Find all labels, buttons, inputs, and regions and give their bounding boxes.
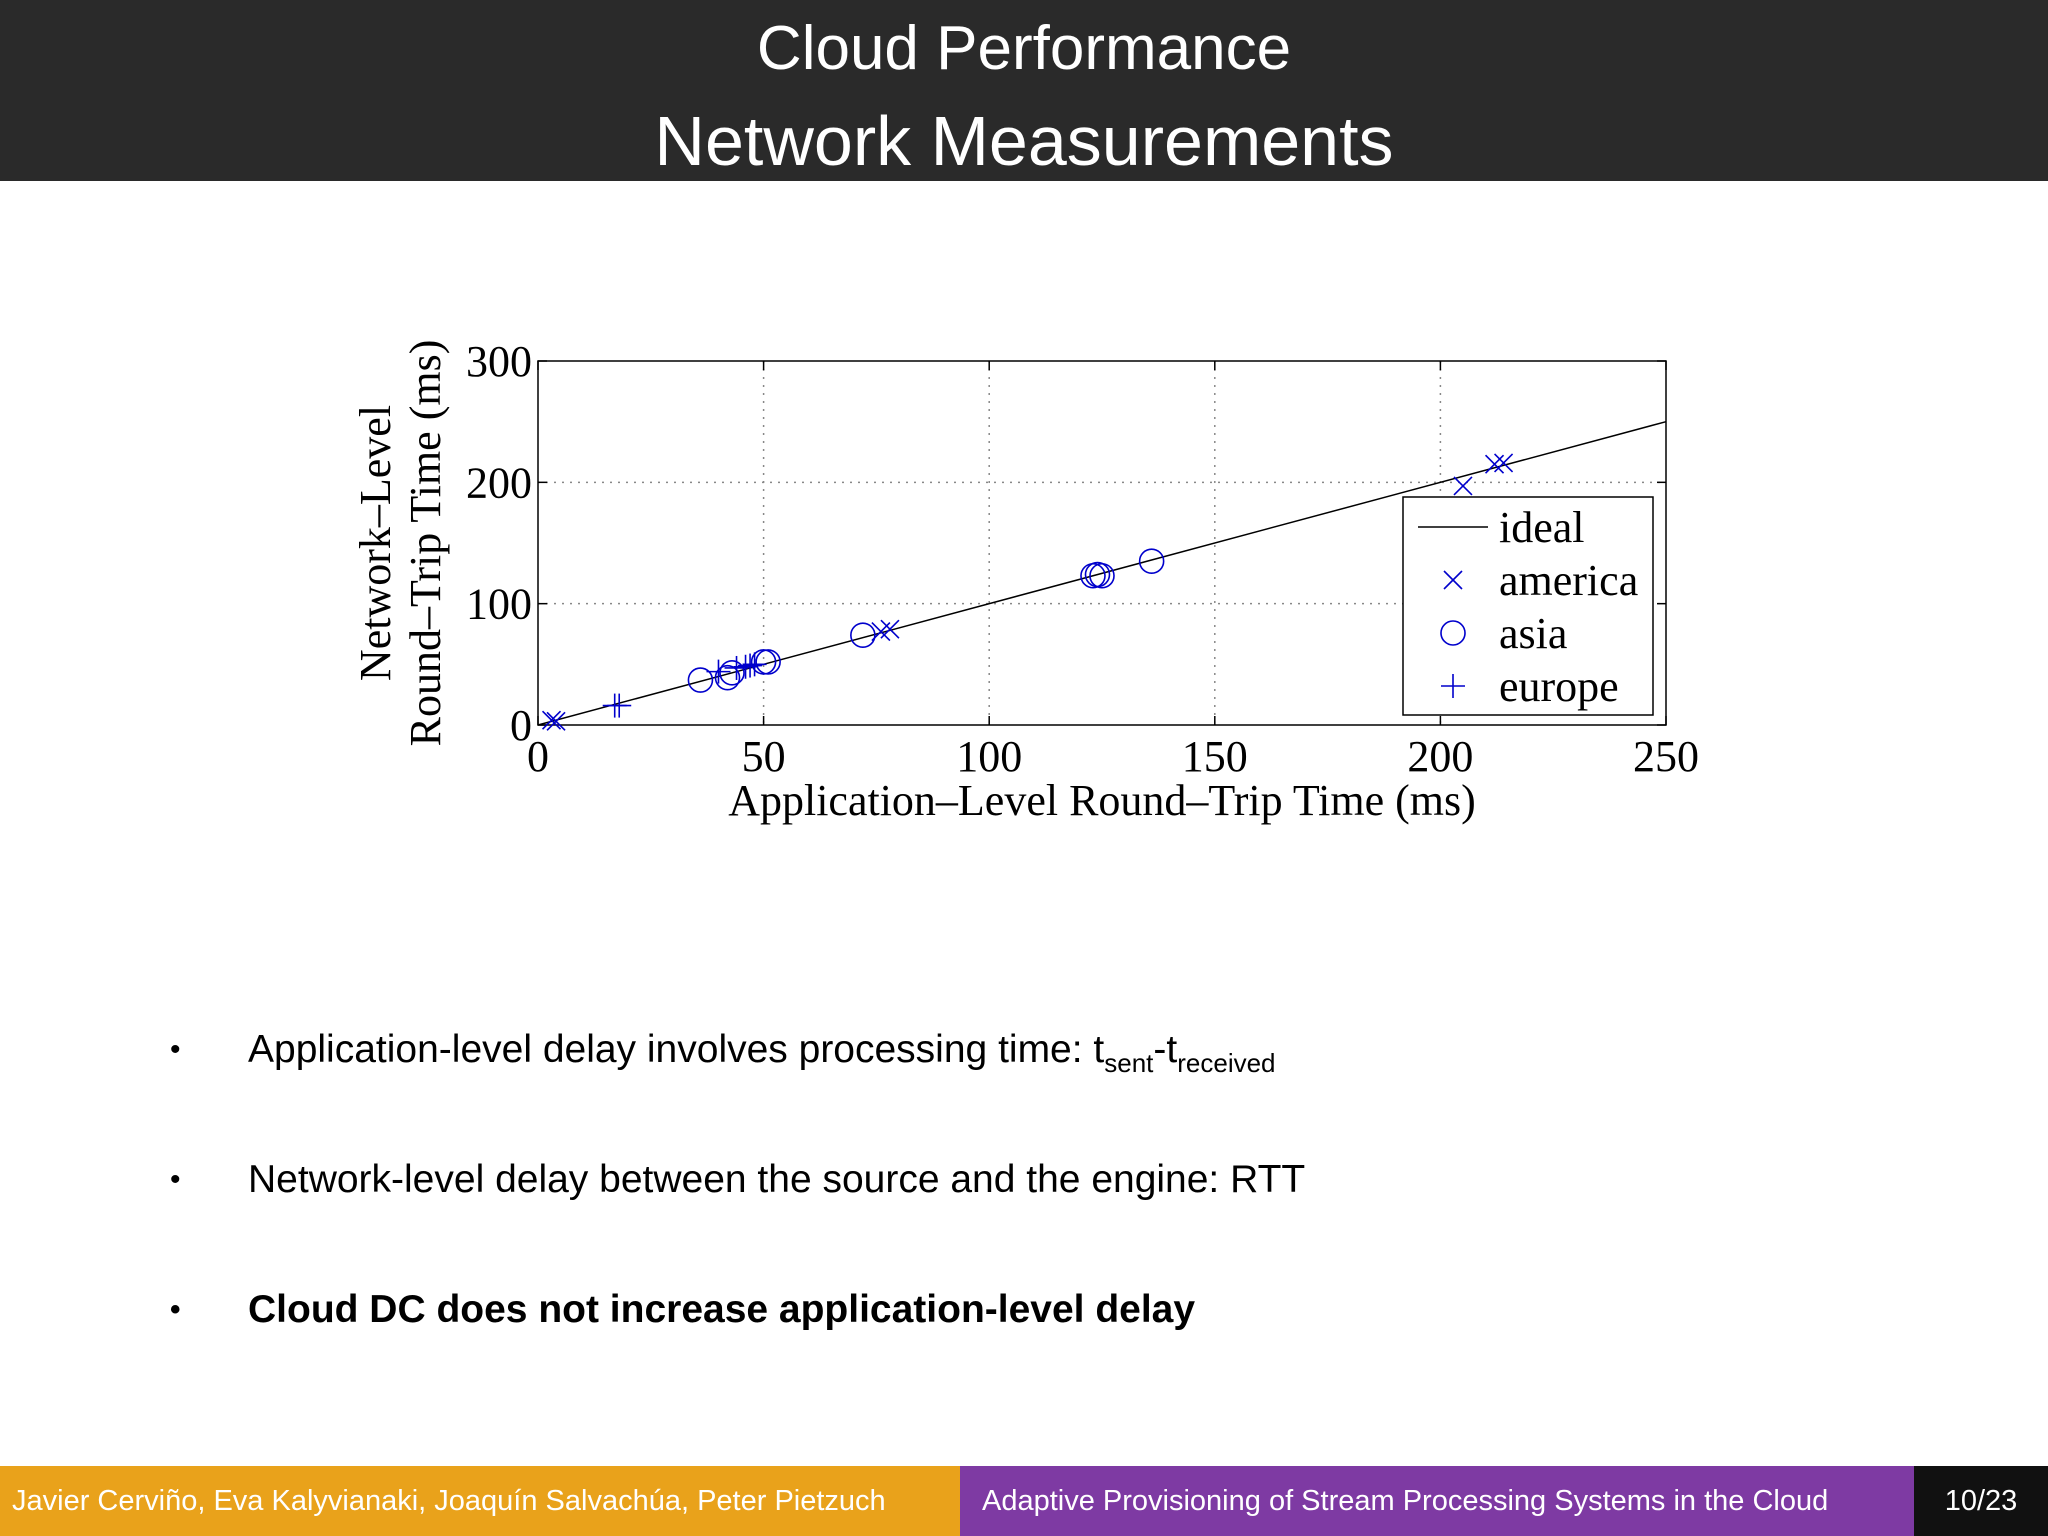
marker-stroke [880,619,900,639]
marker-stroke [1494,453,1514,473]
data-point-europe [733,654,758,679]
scatter-chart: 0 50 100 150 200 250 0 100 200 300 Application–Lev… [351,337,1699,825]
x-axis-label: Application–Level Round–Trip Time (ms) [728,776,1476,825]
marker-stroke [714,664,741,691]
footer-page-number: 10/23 [1914,1466,2048,1536]
plot-frame [537,360,1667,726]
y-tick-label: 0 [510,701,532,750]
legend-label-europe: europe [1499,662,1619,711]
legend-swatch-europe [1441,674,1465,698]
data-point-america [1494,453,1514,473]
x-tick-label: 150 [1182,732,1248,781]
bullet-subscript-received: received [1177,1048,1276,1078]
marker-stroke [1089,562,1115,589]
bullet-text-minus: -t [1153,1028,1178,1071]
marker-stroke [1138,548,1165,574]
y-axis-label: Network–Level [351,405,400,681]
y-axis-label: Round–Trip Time (ms) [401,340,450,747]
x-tick-label: 100 [956,732,1022,781]
slide-title: Cloud Performance [756,14,1292,83]
data-point-europe [742,652,767,677]
bullet-text: Application-level delay involves process… [248,1028,1105,1071]
legend-box [1402,496,1654,716]
data-point-europe [607,693,632,718]
marker-stroke [750,649,777,675]
marker-stroke [719,660,745,686]
bullet-list: • Application-level delay involves proce… [160,1010,1860,1400]
data-point-europe [724,655,749,680]
marker-stroke [1484,454,1505,474]
slide-subtitle: Network Measurements [654,102,1394,180]
marker-stroke [1453,476,1473,496]
footer: Javier Cerviño, Eva Kalyvianaki, Joaquín… [0,1466,2048,1536]
y-tick-label: 100 [466,580,532,629]
legend-label-ideal: ideal [1499,503,1585,552]
marker-stroke [546,711,566,731]
x-tick-label: 250 [1633,732,1699,781]
marker-stroke [541,710,562,730]
data-point-america [1484,454,1505,474]
marker-stroke [687,667,714,693]
data-point-asia [687,667,714,693]
y-tick-label: 300 [466,337,532,386]
marker-stroke [755,649,781,675]
data-point-america [541,710,562,730]
data-point-asia [714,664,741,691]
marker-stroke [850,622,876,649]
data-point-america [546,711,566,731]
legend-swatch-america [1443,570,1463,590]
data-point-america [880,619,900,639]
title-bar: Cloud Performance Network Measurements [0,0,2048,181]
bullet-text: Network-level delay between the source a… [248,1158,1306,1201]
data-point-asia [1089,562,1115,589]
legend-swatch-asia [1440,620,1466,646]
series-line-ideal [537,420,1667,726]
x-tick-label: 50 [742,732,786,781]
data-point-america [1453,476,1473,496]
data-point-asia [850,622,876,649]
x-tick-label: 200 [1407,732,1473,781]
bullet-item-conclusion: • Cloud DC does not increase application… [160,1270,1860,1400]
bullet-item-network-delay: • Network-level delay between the source… [160,1140,1860,1270]
bullet-dot: • [170,1293,181,1326]
legend-label-asia: asia [1499,609,1567,658]
legend-label-america: america [1499,556,1638,605]
data-point-asia [750,649,777,675]
footer-talk-title: Adaptive Provisioning of Stream Processi… [960,1466,1914,1536]
bullet-item-application-delay: • Application-level delay involves proce… [160,1010,1860,1140]
bullet-subscript-sent: sent [1104,1048,1154,1078]
data-point-asia [1138,548,1165,574]
footer-authors: Javier Cerviño, Eva Kalyvianaki, Joaquín… [0,1466,960,1536]
data-point-europe [706,659,731,684]
bullet-text: Cloud DC does not increase application-l… [248,1288,1196,1331]
marker-stroke [1440,620,1466,646]
data-point-europe [738,653,763,678]
data-point-asia [755,649,781,675]
y-tick-label: 200 [466,458,532,507]
bullet-dot: • [170,1163,181,1196]
x-tick-label: 0 [527,732,549,781]
marker-stroke [1443,570,1463,590]
bullet-dot: • [170,1033,181,1066]
data-point-asia [719,660,745,686]
